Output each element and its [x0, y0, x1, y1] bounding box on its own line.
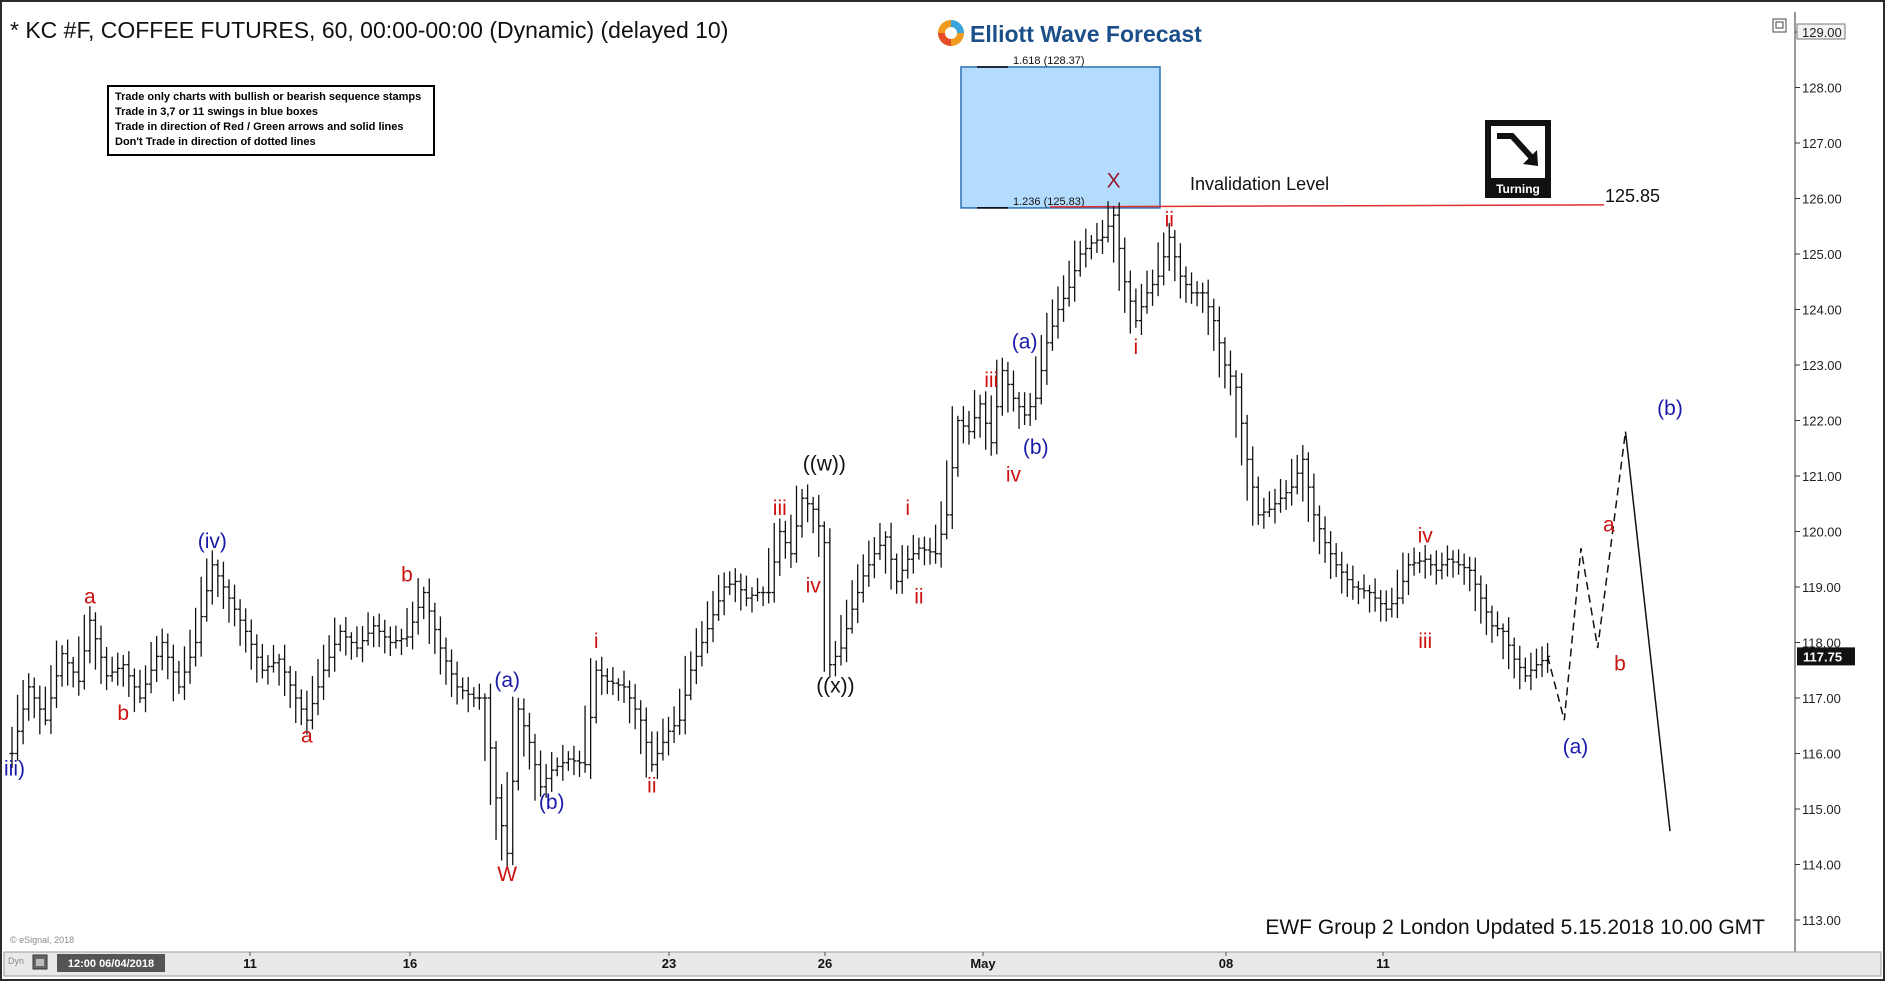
wave-label: iv	[806, 575, 822, 598]
wave-label: b	[117, 702, 129, 725]
y-tick-label: 129.00	[1802, 25, 1842, 40]
turn-arrow-icon	[1497, 133, 1535, 161]
wave-label: (a)	[1012, 330, 1038, 353]
y-tick-label: 117.00	[1802, 691, 1841, 706]
date-tag: 12:00 06/04/2018	[57, 954, 165, 972]
wave-label: ii	[914, 586, 923, 609]
y-tick-label: 124.00	[1802, 303, 1842, 318]
y-tick-label: 114.00	[1802, 858, 1841, 873]
chart-title: * KC #F, COFFEE FUTURES, 60, 00:00-00:00…	[10, 17, 728, 43]
x-tick-label: 16	[403, 956, 417, 971]
wave-label: a	[84, 586, 96, 609]
wave-label: (iv)	[198, 530, 227, 553]
y-tick-label: 113.00	[1802, 913, 1841, 928]
wave-label: b	[401, 563, 413, 586]
y-tick-label: 115.00	[1802, 802, 1841, 817]
fib-low-label: 1.236 (125.83)	[1013, 196, 1085, 208]
x-tick-label: 08	[1219, 956, 1233, 971]
y-tick-label: 122.00	[1802, 414, 1842, 429]
projection-layer	[1546, 431, 1671, 832]
rules-line: Trade in direction of Red / Green arrows…	[115, 121, 404, 133]
y-tick-label: 120.00	[1802, 525, 1842, 540]
wave-label: ii	[1165, 208, 1174, 231]
y-tick-label: 127.00	[1802, 136, 1842, 151]
blue-box-layer: 1.618 (128.37) 1.236 (125.83) Invalidation…	[960, 55, 1660, 209]
x-tick-label: May	[970, 956, 996, 971]
wave-label: iii	[1418, 630, 1432, 653]
dyn-label: Dyn	[8, 956, 24, 966]
wave-labels-layer: iii)ab(iv)ab(a)W(b)iiiiiiiv((w))((x))iii…	[4, 169, 1683, 886]
x-tick-label: 11	[243, 956, 257, 971]
updated-footer: EWF Group 2 London Updated 5.15.2018 10.…	[1265, 916, 1765, 939]
y-tick-label: 128.00	[1802, 81, 1842, 96]
brand-name: Elliott Wave Forecast	[970, 21, 1202, 47]
rules-line: Trade in 3,7 or 11 swings in blue boxes	[115, 106, 318, 118]
projection-solid-path	[1624, 431, 1671, 832]
blue-box	[960, 66, 1161, 209]
wave-label: iv	[1006, 464, 1022, 487]
wave-label: iii	[984, 369, 998, 392]
invalidation-line	[1049, 204, 1605, 208]
wave-label: (b)	[1023, 436, 1049, 459]
y-tick-label: 123.00	[1802, 358, 1842, 373]
wave-label: (b)	[1657, 397, 1683, 420]
price-bars-layer	[9, 201, 1551, 867]
wave-label: a	[301, 724, 313, 747]
y-tick-label: 118.00	[1802, 636, 1841, 651]
x-axis-labels: 11 16 23 26 May 08 11	[243, 952, 1390, 971]
x-tick-label: 26	[818, 956, 832, 971]
wave-label: b	[1614, 652, 1626, 675]
y-tick-label: 126.00	[1802, 192, 1842, 207]
wave-label: iv	[1418, 525, 1434, 548]
wave-label: (a)	[1563, 736, 1589, 759]
wave-label: i	[905, 497, 910, 520]
wave-label: (b)	[539, 791, 565, 814]
trading-rules-box: Trade only charts with bullish or bearis…	[107, 85, 435, 156]
fib-high-label: 1.618 (128.37)	[1013, 55, 1085, 67]
wave-label: iii	[773, 497, 787, 520]
wave-label: iii)	[4, 758, 25, 781]
calendar-icon[interactable]	[32, 954, 48, 970]
brand-logo: Elliott Wave Forecast	[938, 20, 1202, 47]
projection-dashed-path	[1546, 431, 1627, 721]
invalidation-label: Invalidation Level	[1190, 174, 1329, 194]
wave-label: ii	[647, 774, 656, 797]
last-price-tag	[1797, 647, 1855, 666]
y-tick-label: 119.00	[1802, 580, 1841, 595]
turning-stamp: Turning	[1485, 120, 1551, 198]
date-tag-label: 12:00 06/04/2018	[68, 958, 154, 970]
wave-label: i	[594, 630, 599, 653]
x-tick-label: 11	[1376, 956, 1390, 971]
y-tick-top-box	[1796, 23, 1846, 40]
wave-label: i	[1134, 336, 1139, 359]
wave-label: (a)	[494, 669, 520, 692]
time-axis	[3, 951, 1882, 977]
y-tick-label: 125.00	[1802, 247, 1842, 262]
turning-stamp-label: Turning	[1496, 182, 1540, 196]
last-price-label: 117.75	[1803, 649, 1842, 664]
esignal-credit: © eSignal, 2018	[10, 935, 74, 945]
invalidation-value: 125.85	[1605, 186, 1660, 206]
rules-line: Trade only charts with bullish or bearis…	[115, 91, 421, 103]
maximize-icon	[1775, 21, 1784, 29]
wave-label: ((x))	[816, 674, 854, 697]
rules-line: Don't Trade in direction of dotted lines	[115, 136, 316, 148]
wave-label: ((w))	[803, 452, 846, 475]
y-tick-label: 121.00	[1802, 469, 1842, 484]
wave-label: W	[497, 863, 517, 886]
x-tick-label: 23	[662, 956, 676, 971]
wave-label: X	[1107, 169, 1121, 192]
y-tick-label: 116.00	[1802, 747, 1841, 762]
wave-label: a	[1603, 514, 1615, 537]
maximize-button[interactable]	[1772, 18, 1787, 33]
y-axis-labels: 113.00 114.00 115.00 116.00 117.00 118.00 119.…	[1795, 23, 1855, 928]
